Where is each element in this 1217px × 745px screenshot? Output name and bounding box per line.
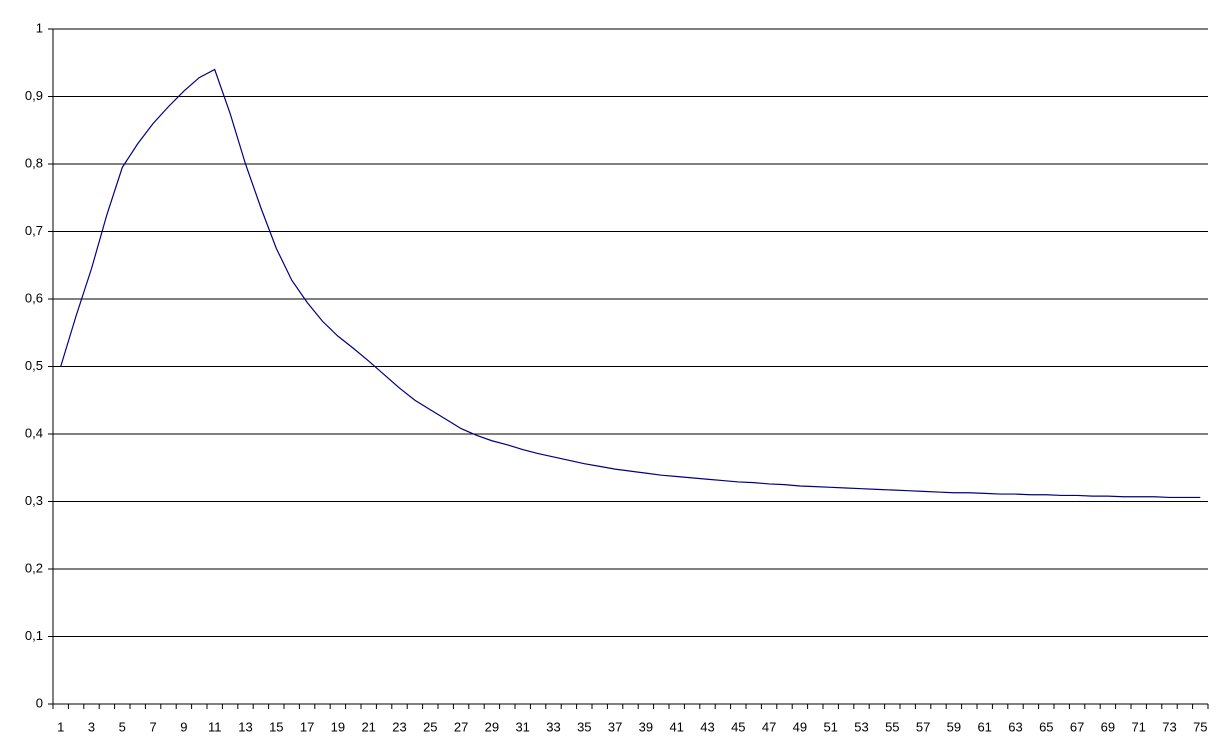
x-tick-label: 13 bbox=[238, 719, 252, 734]
x-tick-label: 27 bbox=[454, 719, 468, 734]
x-tick-label: 57 bbox=[916, 719, 930, 734]
x-tick-label: 55 bbox=[885, 719, 899, 734]
x-tick-label: 17 bbox=[300, 719, 314, 734]
x-tick-label: 67 bbox=[1070, 719, 1084, 734]
x-tick-label: 5 bbox=[119, 719, 126, 734]
x-tick-label: 59 bbox=[947, 719, 961, 734]
x-tick-label: 7 bbox=[149, 719, 156, 734]
y-tick-label: 0,2 bbox=[25, 560, 43, 575]
x-tick-label: 19 bbox=[331, 719, 345, 734]
x-tick-label: 73 bbox=[1162, 719, 1176, 734]
x-tick-label: 69 bbox=[1101, 719, 1115, 734]
x-tick-label: 61 bbox=[977, 719, 991, 734]
x-tick-label: 65 bbox=[1039, 719, 1053, 734]
x-tick-label: 37 bbox=[608, 719, 622, 734]
x-tick-label: 25 bbox=[423, 719, 437, 734]
x-tick-label: 35 bbox=[577, 719, 591, 734]
y-tick-label: 0,9 bbox=[25, 88, 43, 103]
x-tick-label: 15 bbox=[269, 719, 283, 734]
y-tick-label: 0,8 bbox=[25, 155, 43, 170]
data-line bbox=[60, 68, 1201, 499]
x-tick-label: 51 bbox=[823, 719, 837, 734]
x-tick-label: 9 bbox=[180, 719, 187, 734]
x-tick-label: 31 bbox=[515, 719, 529, 734]
x-tick-label: 1 bbox=[57, 719, 64, 734]
y-tick-label: 0,4 bbox=[25, 425, 43, 440]
x-tick-label: 75 bbox=[1193, 719, 1207, 734]
x-tick-label: 29 bbox=[485, 719, 499, 734]
x-tick-label: 47 bbox=[762, 719, 776, 734]
x-tick-label: 45 bbox=[731, 719, 745, 734]
x-tick-label: 41 bbox=[669, 719, 683, 734]
x-tick-label: 53 bbox=[854, 719, 868, 734]
x-tick-label: 43 bbox=[700, 719, 714, 734]
y-tick-label: 0,5 bbox=[25, 358, 43, 373]
x-tick-label: 39 bbox=[639, 719, 653, 734]
x-tick-label: 49 bbox=[793, 719, 807, 734]
y-tick-label: 0 bbox=[36, 695, 43, 710]
x-tick-label: 21 bbox=[361, 719, 375, 734]
x-tick-label: 71 bbox=[1131, 719, 1145, 734]
x-tick-label: 63 bbox=[1008, 719, 1022, 734]
x-tick-label: 3 bbox=[88, 719, 95, 734]
y-tick-label: 0,1 bbox=[25, 628, 43, 643]
y-tick-label: 1 bbox=[36, 20, 43, 35]
y-tick-label: 0,7 bbox=[25, 223, 43, 238]
x-tick-label: 23 bbox=[392, 719, 406, 734]
y-tick-label: 0,3 bbox=[25, 493, 43, 508]
x-tick-label: 11 bbox=[208, 719, 222, 734]
x-tick-label: 33 bbox=[546, 719, 560, 734]
y-tick-label: 0,6 bbox=[25, 290, 43, 305]
